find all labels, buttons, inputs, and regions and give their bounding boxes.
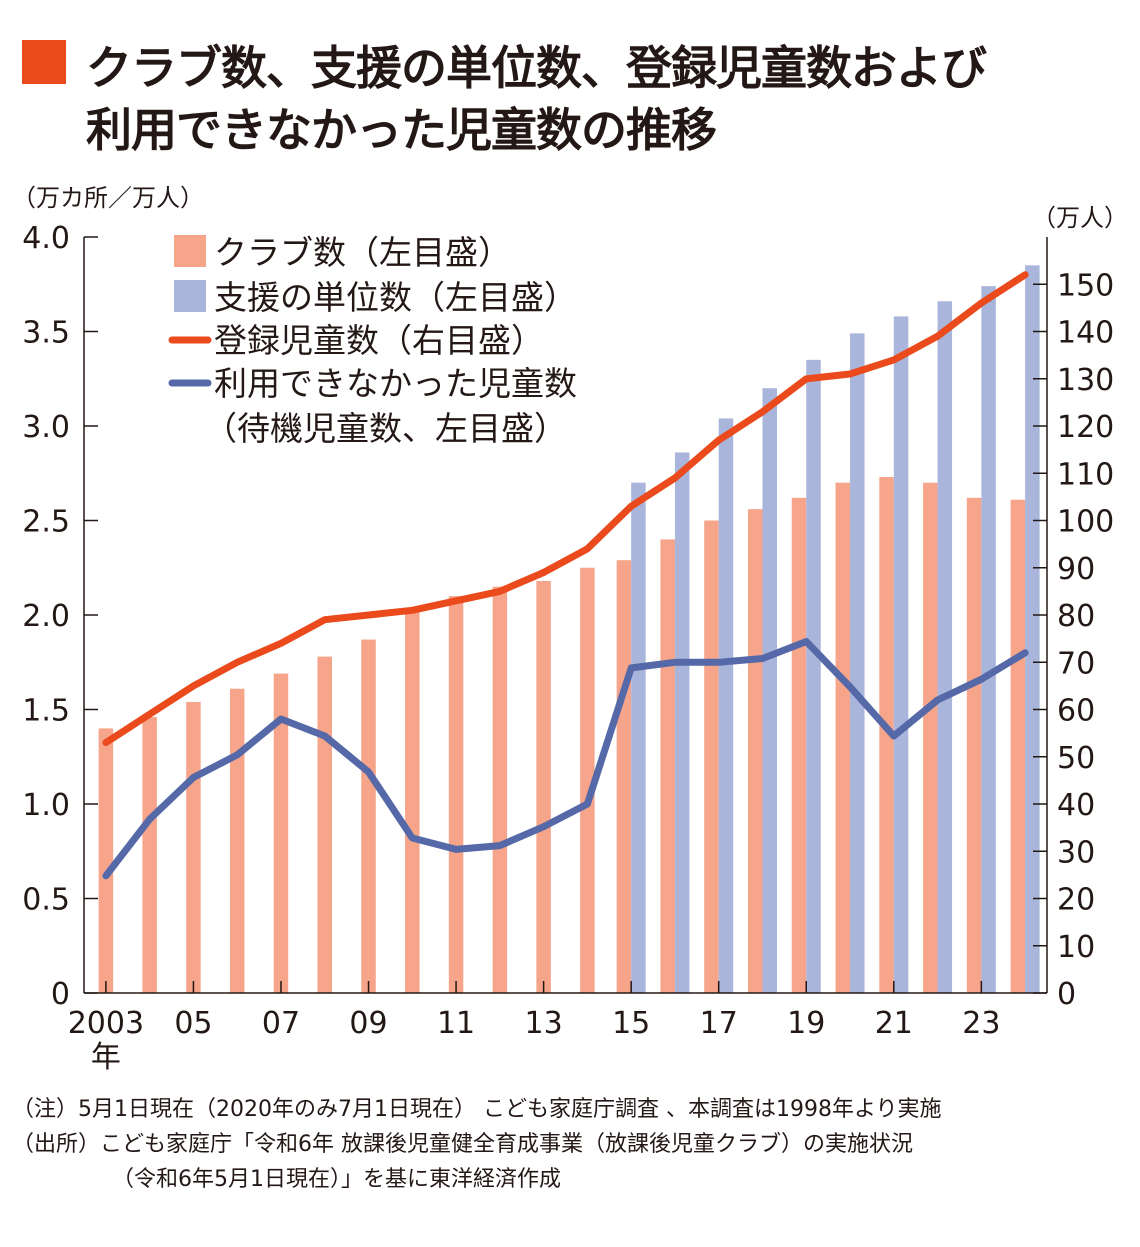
bar-club-2023 (966, 497, 982, 993)
bar-unit-2015 (631, 482, 646, 993)
note-text: （注）5月1日現在（2020年のみ7月1日現在） こども家庭庁調査 、本調査は1… (12, 1097, 942, 1122)
right-tick-label: 40 (1057, 788, 1095, 823)
notes: （注）5月1日現在（2020年のみ7月1日現在） こども家庭庁調査 、本調査は1… (12, 1092, 1132, 1197)
right-tick-label: 30 (1057, 835, 1095, 870)
bar-unit-2023 (981, 286, 996, 993)
legend-label-1: 支援の単位数（左目盛） (214, 278, 577, 317)
bar-club-2018 (747, 509, 763, 993)
bar-club-2020 (835, 482, 851, 993)
source-text-1: （出所）こども家庭庁「令和6年 放課後児童健全育成事業（放課後児童クラブ）の実施… (12, 1132, 913, 1157)
bar-club-2022 (923, 482, 938, 993)
left-tick-label: 3.5 (22, 316, 70, 351)
bar-club-2003 (98, 728, 114, 993)
x-tick-label: 05 (174, 1006, 212, 1041)
bar-club-2009 (361, 639, 376, 993)
x-tick-label: 23 (962, 1006, 1000, 1041)
bar-club-2021 (879, 477, 894, 993)
bar-club-2005 (186, 701, 201, 993)
left-tick-label: 2.5 (22, 505, 70, 540)
bar-unit-2022 (937, 301, 953, 993)
title-marker (22, 40, 66, 84)
bar-club-2015 (616, 560, 632, 993)
legend-swatch-1 (174, 280, 206, 312)
bar-club-2014 (580, 567, 595, 993)
right-tick-label: 50 (1057, 741, 1095, 776)
bar-club-2006 (229, 688, 245, 993)
left-tick-label: 1.5 (22, 694, 70, 729)
right-tick-label: 120 (1057, 410, 1114, 445)
series-lines (102, 271, 1029, 880)
line-waiting-children (102, 638, 1029, 880)
x-tick-label: 13 (525, 1006, 563, 1041)
right-tick-label: 80 (1057, 599, 1095, 634)
bar-club-2011 (448, 596, 464, 993)
right-axis-unit: （万人） (1032, 204, 1128, 232)
bar-club-2004 (142, 717, 157, 993)
right-tick-label: 90 (1057, 552, 1095, 587)
title-line-1: クラブ数、支援の単位数、登録児童数および (86, 41, 987, 95)
right-tick-label: 140 (1057, 316, 1114, 351)
x-tick-label: 11 (437, 1006, 475, 1041)
left-tick-label: 0.5 (22, 883, 70, 918)
support-unit-bars (631, 265, 1040, 994)
right-tick-label: 110 (1057, 457, 1114, 492)
bar-unit-2018 (762, 388, 777, 993)
left-tick-label: 2.0 (22, 599, 70, 634)
left-tick-label: 3.0 (22, 410, 70, 445)
right-tick-label: 0 (1057, 977, 1076, 1012)
chart: 0 0.5 1.0 1.5 2.0 2.5 3.0 3.5 4.0 0 10 20 30 40 50 60 70… (22, 221, 1114, 1075)
bar-unit-2017 (718, 418, 734, 993)
bar-unit-2024 (1025, 265, 1040, 994)
x-tick-label: 21 (875, 1006, 913, 1041)
x-tick-label: 17 (700, 1006, 738, 1041)
x-tick-label: 19 (787, 1006, 825, 1041)
x-tick-label: 09 (349, 1006, 387, 1041)
x-tick-label: 2003 (68, 1006, 144, 1041)
bar-unit-2016 (674, 452, 690, 994)
legend: クラブ数（左目盛） 支援の単位数（左目盛） 登録児童数（右目盛） 利用できなかった児童… (168, 233, 577, 448)
right-tick-label: 100 (1057, 505, 1114, 540)
right-tick-label: 60 (1057, 694, 1095, 729)
bar-unit-2021 (893, 316, 909, 993)
right-tick-label: 20 (1057, 883, 1095, 918)
legend-label-2: 登録児童数（右目盛） (214, 321, 544, 360)
bar-unit-2020 (850, 333, 865, 993)
left-axis-unit: （万カ所／万人） (12, 184, 204, 212)
right-tick-label: 70 (1057, 646, 1095, 681)
bar-club-2007 (273, 673, 289, 993)
right-tick-label: 150 (1057, 268, 1114, 303)
source-text-2: （令和6年5月1日現在）」を基に東洋経済作成 (112, 1167, 561, 1192)
bar-club-2024 (1010, 499, 1026, 993)
legend-swatch-0 (174, 235, 206, 267)
bar-unit-2019 (806, 359, 821, 994)
bar-club-2010 (405, 611, 420, 993)
club-bars (98, 477, 1026, 993)
bar-club-2016 (660, 539, 675, 993)
axes: 0 0.5 1.0 1.5 2.0 2.5 3.0 3.5 4.0 0 10 20 30 40 50 60 70… (22, 221, 1114, 1075)
legend-label-3: 利用できなかった児童数 (214, 364, 577, 403)
left-tick-label: 1.0 (22, 788, 70, 823)
bar-club-2017 (704, 520, 719, 993)
legend-label-0: クラブ数（左目盛） (214, 233, 511, 272)
right-tick-label: 10 (1057, 930, 1095, 965)
bar-club-2012 (492, 586, 508, 993)
bar-club-2008 (317, 656, 332, 993)
x-tick-label: 15 (612, 1006, 650, 1041)
legend-label-3b: （待機児童数、左目盛） (204, 409, 567, 448)
left-tick-label: 0 (51, 977, 70, 1012)
right-tick-label: 130 (1057, 363, 1114, 398)
line-registered-children (102, 271, 1029, 747)
left-tick-label: 4.0 (22, 221, 70, 256)
bar-club-2013 (536, 580, 551, 993)
x-first-suffix: 年 (91, 1040, 121, 1075)
bar-club-2019 (791, 497, 807, 993)
title-line-2: 利用できなかった児童数の推移 (86, 103, 717, 157)
x-tick-label: 07 (262, 1006, 300, 1041)
